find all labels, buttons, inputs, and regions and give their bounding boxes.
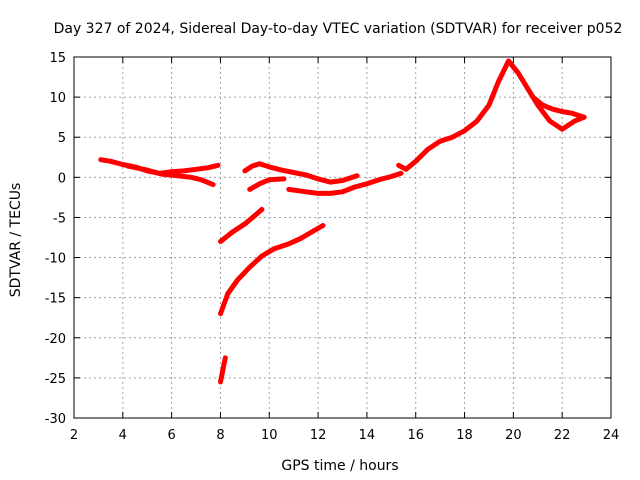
y-tick-label: -10 <box>45 252 66 267</box>
y-tick-label: -5 <box>53 211 66 226</box>
data-series <box>98 58 587 385</box>
x-tick-label: 24 <box>603 428 620 443</box>
y-tick-label: 15 <box>49 51 66 66</box>
y-tick-labels: 15 10 5 0 -5 -10 -15 -20 -25 -30 <box>45 51 66 427</box>
y-tick-label: -30 <box>45 412 66 427</box>
series-line-arc-7 <box>286 170 404 196</box>
series-line-arc-1b <box>125 163 216 188</box>
series-line-arc-8 <box>396 58 587 172</box>
grid-lines <box>74 57 611 418</box>
y-tick-label: 10 <box>49 91 66 106</box>
x-tick-label: 4 <box>119 428 127 443</box>
series-line-arc-5 <box>242 161 360 185</box>
y-tick-label: -20 <box>45 332 66 347</box>
x-tick-label: 16 <box>407 428 424 443</box>
series-line-arc-9 <box>530 94 587 120</box>
axis-ticks <box>73 56 612 419</box>
x-tick-label: 22 <box>554 428 571 443</box>
y-axis-title: SDTVAR / TECUs <box>8 183 24 298</box>
y-tick-label: 5 <box>58 131 66 146</box>
y-tick-label: -15 <box>45 292 66 307</box>
series-line-arc-2 <box>218 206 265 244</box>
y-tick-label: 0 <box>58 171 66 186</box>
x-tick-label: 6 <box>167 428 175 443</box>
series-line-arc-3 <box>218 223 326 317</box>
plot-frame <box>73 56 612 419</box>
x-tick-label: 12 <box>310 428 327 443</box>
x-tick-label: 10 <box>261 428 278 443</box>
y-tick-label: -25 <box>45 372 66 387</box>
series-line-arc-4 <box>218 355 228 385</box>
x-tick-label: 8 <box>216 428 224 443</box>
x-tick-label: 18 <box>456 428 473 443</box>
x-tick-labels: 2 4 6 8 10 12 14 16 18 20 22 24 <box>70 428 619 443</box>
x-axis-title: GPS time / hours <box>281 458 398 474</box>
x-tick-label: 2 <box>70 428 78 443</box>
x-tick-label: 14 <box>359 428 376 443</box>
x-tick-label: 20 <box>505 428 522 443</box>
chart-title: Day 327 of 2024, Sidereal Day-to-day VTE… <box>54 21 623 37</box>
series-line-arc-6 <box>247 176 287 192</box>
